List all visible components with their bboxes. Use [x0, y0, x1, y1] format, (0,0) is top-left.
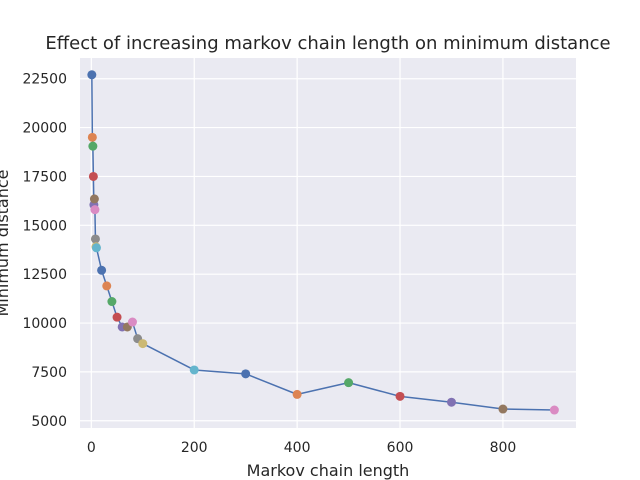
data-point: [446, 397, 456, 407]
y-tick-label: 20000: [22, 121, 67, 137]
grid: [80, 58, 576, 428]
x-tick-label: 0: [87, 440, 96, 456]
chart-title: Effect of increasing markov chain length…: [45, 33, 610, 54]
plot-area: [80, 58, 576, 428]
data-point: [97, 265, 107, 275]
data-point: [87, 132, 97, 142]
x-tick-label: 600: [387, 440, 414, 456]
data-point: [102, 281, 112, 291]
data-point: [90, 234, 100, 244]
data-point: [138, 339, 148, 349]
data-point: [127, 317, 137, 327]
data-point: [241, 369, 251, 379]
x-tick-label: 800: [490, 440, 517, 456]
tick-labels: 0 200 400 600 800 5000 7500 10000 12500 15000 1750…: [22, 72, 516, 456]
series: [87, 70, 559, 415]
data-point: [90, 205, 100, 215]
y-axis-label: Minimum distance: [0, 169, 12, 316]
x-tick-label: 200: [181, 440, 208, 456]
y-tick-label: 7500: [31, 365, 67, 381]
y-tick-label: 15000: [22, 218, 67, 234]
y-tick-label: 17500: [22, 169, 67, 185]
y-tick-label: 10000: [22, 316, 67, 332]
data-point: [91, 243, 101, 253]
data-point: [189, 365, 199, 375]
data-point: [395, 391, 405, 401]
data-point: [498, 404, 508, 414]
y-tick-label: 5000: [31, 414, 67, 430]
data-point: [549, 405, 559, 415]
data-point: [112, 312, 122, 322]
x-tick-label: 400: [284, 440, 311, 456]
data-point: [344, 378, 354, 388]
data-point: [107, 297, 117, 307]
data-point: [88, 141, 98, 151]
data-point: [87, 70, 97, 80]
data-point: [88, 171, 98, 181]
y-tick-label: 22500: [22, 72, 67, 88]
x-axis-label: Markov chain length: [247, 461, 410, 480]
data-point: [89, 194, 99, 204]
y-tick-label: 12500: [22, 267, 67, 283]
data-point: [292, 389, 302, 399]
